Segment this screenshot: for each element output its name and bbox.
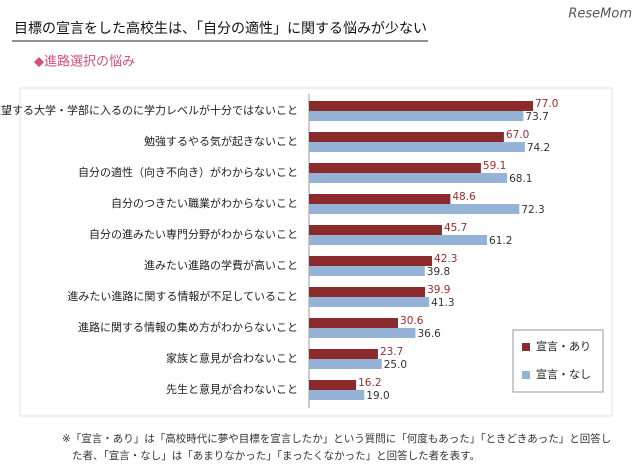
value-label: 39.9 xyxy=(427,284,450,296)
plot-frame xyxy=(19,87,613,417)
legend-swatch xyxy=(522,371,530,379)
bar xyxy=(309,266,425,276)
bar xyxy=(309,173,508,183)
bar xyxy=(309,235,488,245)
bar xyxy=(309,225,442,235)
value-label: 72.3 xyxy=(521,204,544,216)
category-label: 進みたい進路に関する情報が不足していること xyxy=(67,289,298,303)
category-label: 勉強するやる気が起きないこと xyxy=(144,134,298,148)
bar xyxy=(309,390,365,400)
bar xyxy=(309,204,520,214)
bar xyxy=(309,256,433,266)
category-label: 先生と意見が合わないこと xyxy=(166,382,298,396)
bar xyxy=(309,163,481,173)
footnote: ※「宣言・あり」は「高校時代に夢や目標を宣言したか」という質問に「何度もあった」… xyxy=(62,432,611,445)
category-label: 進みたい進路の学費が高いこと xyxy=(144,258,298,272)
value-label: 30.6 xyxy=(400,315,424,327)
value-label: 39.8 xyxy=(427,266,450,278)
bar xyxy=(309,349,378,359)
category-label: 進路に関する情報の集め方がわからないこと xyxy=(78,320,298,334)
bar xyxy=(309,132,504,142)
category-label: 志望する大学・学部に入るのに学力レベルが十分ではないこと xyxy=(0,103,298,117)
value-label: 16.2 xyxy=(358,377,381,389)
value-label: 59.1 xyxy=(483,160,506,172)
footnote: た者、「宣言・なし」は「あまりなかった」「まったくなかった」と回答した者を表す。 xyxy=(72,449,480,462)
bar xyxy=(309,142,525,152)
chart-title: 目標の宣言をした高校生は、「自分の適性」に関する悩みが少ない xyxy=(14,20,427,37)
bar xyxy=(309,328,416,338)
value-label: 74.2 xyxy=(527,142,550,154)
bar xyxy=(309,359,382,369)
bar xyxy=(309,318,399,328)
value-label: 42.3 xyxy=(434,253,457,265)
value-label: 36.6 xyxy=(417,328,441,340)
bar xyxy=(309,111,524,121)
bar xyxy=(309,101,533,111)
bar xyxy=(309,380,357,390)
subtitle: ◆進路選択の悩み xyxy=(34,54,135,70)
value-label: 73.7 xyxy=(525,111,548,123)
value-label: 25.0 xyxy=(384,359,407,371)
value-label: 77.0 xyxy=(535,98,558,110)
legend-box xyxy=(512,329,604,393)
value-label: 61.2 xyxy=(489,235,512,247)
legend-swatch xyxy=(522,343,530,351)
watermark: ReseMom xyxy=(568,7,632,22)
bar xyxy=(309,287,426,297)
category-label: 家族と意見が合わないこと xyxy=(166,351,298,365)
value-label: 67.0 xyxy=(506,129,529,141)
value-label: 68.1 xyxy=(509,173,532,185)
value-label: 23.7 xyxy=(380,346,403,358)
value-label: 19.0 xyxy=(366,390,389,402)
value-label: 48.6 xyxy=(452,191,476,203)
legend-label: 宣言・なし xyxy=(536,367,591,381)
bar xyxy=(309,297,430,307)
value-label: 45.7 xyxy=(444,222,467,234)
value-label: 41.3 xyxy=(431,297,454,309)
bar xyxy=(309,194,451,204)
category-label: 自分のつきたい職業がわからないこと xyxy=(111,196,298,210)
category-label: 自分の進みたい専門分野がわからないこと xyxy=(89,227,298,241)
legend-label: 宣言・あり xyxy=(536,339,591,353)
category-label: 自分の適性（向き不向き）がわからないこと xyxy=(78,165,298,179)
